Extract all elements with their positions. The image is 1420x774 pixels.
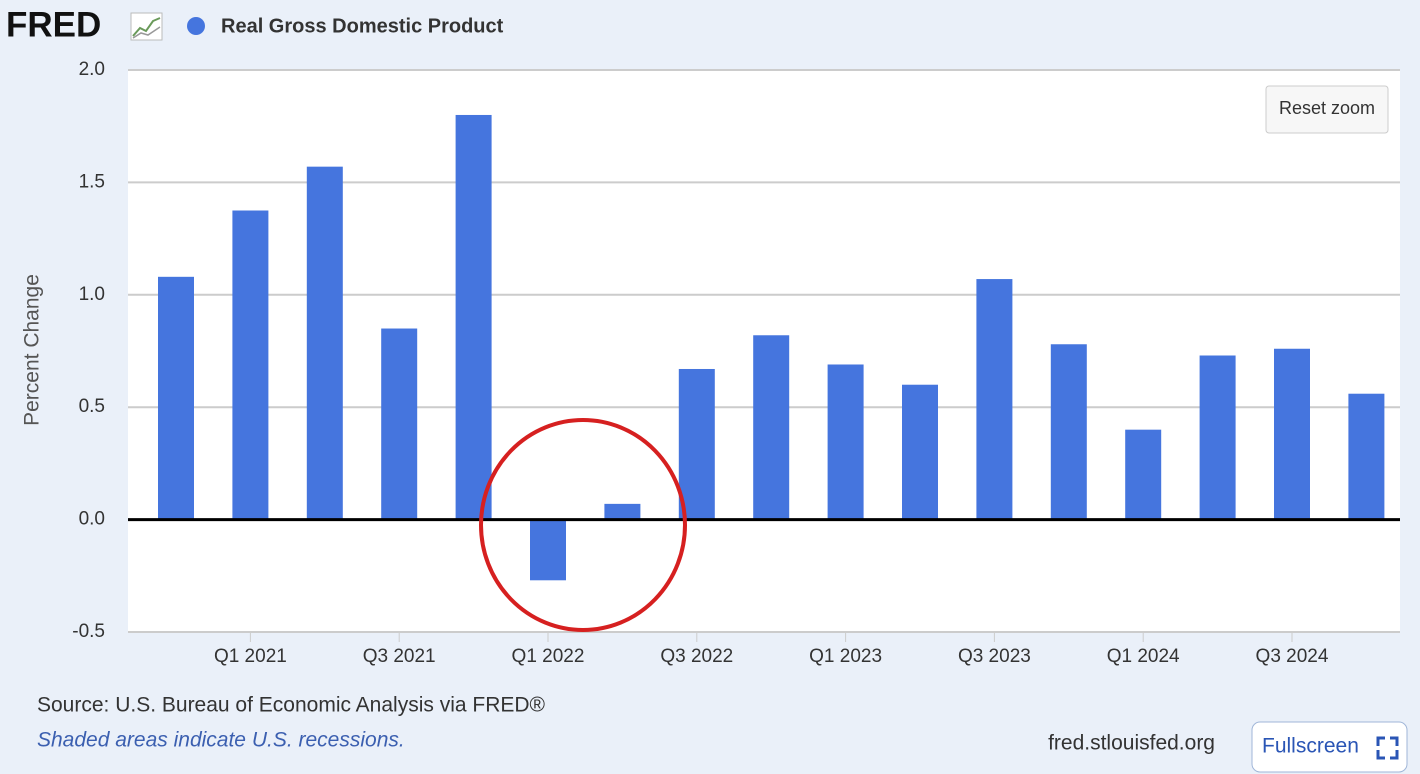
bar [455, 114, 492, 520]
y-tick-label: 1.5 [79, 171, 105, 192]
site-link[interactable]: fred.stlouisfed.org [1048, 732, 1215, 755]
y-tick-label: 0.5 [79, 396, 105, 417]
bar [158, 276, 194, 520]
logo: FRED [6, 5, 101, 44]
bar [678, 368, 715, 520]
bar [976, 279, 1013, 520]
bar [1348, 393, 1385, 520]
x-tick-label: Q1 2022 [512, 646, 585, 667]
reset-zoom-label[interactable]: Reset zoom [1279, 98, 1375, 118]
bar [530, 519, 566, 581]
x-tick-label: Q1 2023 [809, 646, 882, 667]
bar [902, 384, 938, 520]
x-tick-label: Q3 2023 [958, 646, 1031, 667]
annotation-circle [479, 418, 687, 632]
source: Source: U.S. Bureau of Economic Analysis… [37, 694, 546, 717]
bar [604, 503, 641, 520]
x-tick-label: Q1 2024 [1107, 646, 1180, 667]
x-tick-label: Q3 2022 [660, 646, 733, 667]
x-tick-label: Q3 2024 [1256, 646, 1329, 667]
x-tick-label: Q3 2021 [363, 646, 436, 667]
legend-marker [187, 17, 205, 35]
y-tick-label: -0.5 [72, 621, 105, 642]
bar [1050, 344, 1087, 520]
reset-zoom-button[interactable]: Reset zoom [1265, 85, 1389, 134]
legend-label: Real Gross Domestic Product [221, 15, 504, 37]
bar [1125, 429, 1162, 520]
bar [306, 166, 343, 520]
bar [753, 335, 790, 520]
bar [827, 364, 864, 520]
logo-icon [130, 12, 163, 41]
note[interactable]: Shaded areas indicate U.S. recessions. [37, 729, 405, 752]
bar [232, 210, 269, 520]
y-axis-title: Percent Change [21, 274, 44, 426]
bar [381, 328, 418, 520]
y-tick-label: 1.0 [79, 284, 105, 305]
y-tick-label: 2.0 [79, 59, 105, 80]
x-tick-label: Q1 2021 [214, 646, 287, 667]
y-tick-label: 0.0 [79, 509, 105, 530]
marks [128, 69, 1400, 633]
bar [1199, 355, 1236, 520]
fullscreen-button[interactable]: Fullscreen [1251, 721, 1408, 773]
fullscreen-label[interactable]: Fullscreen [1262, 735, 1359, 758]
bar [1274, 348, 1310, 520]
